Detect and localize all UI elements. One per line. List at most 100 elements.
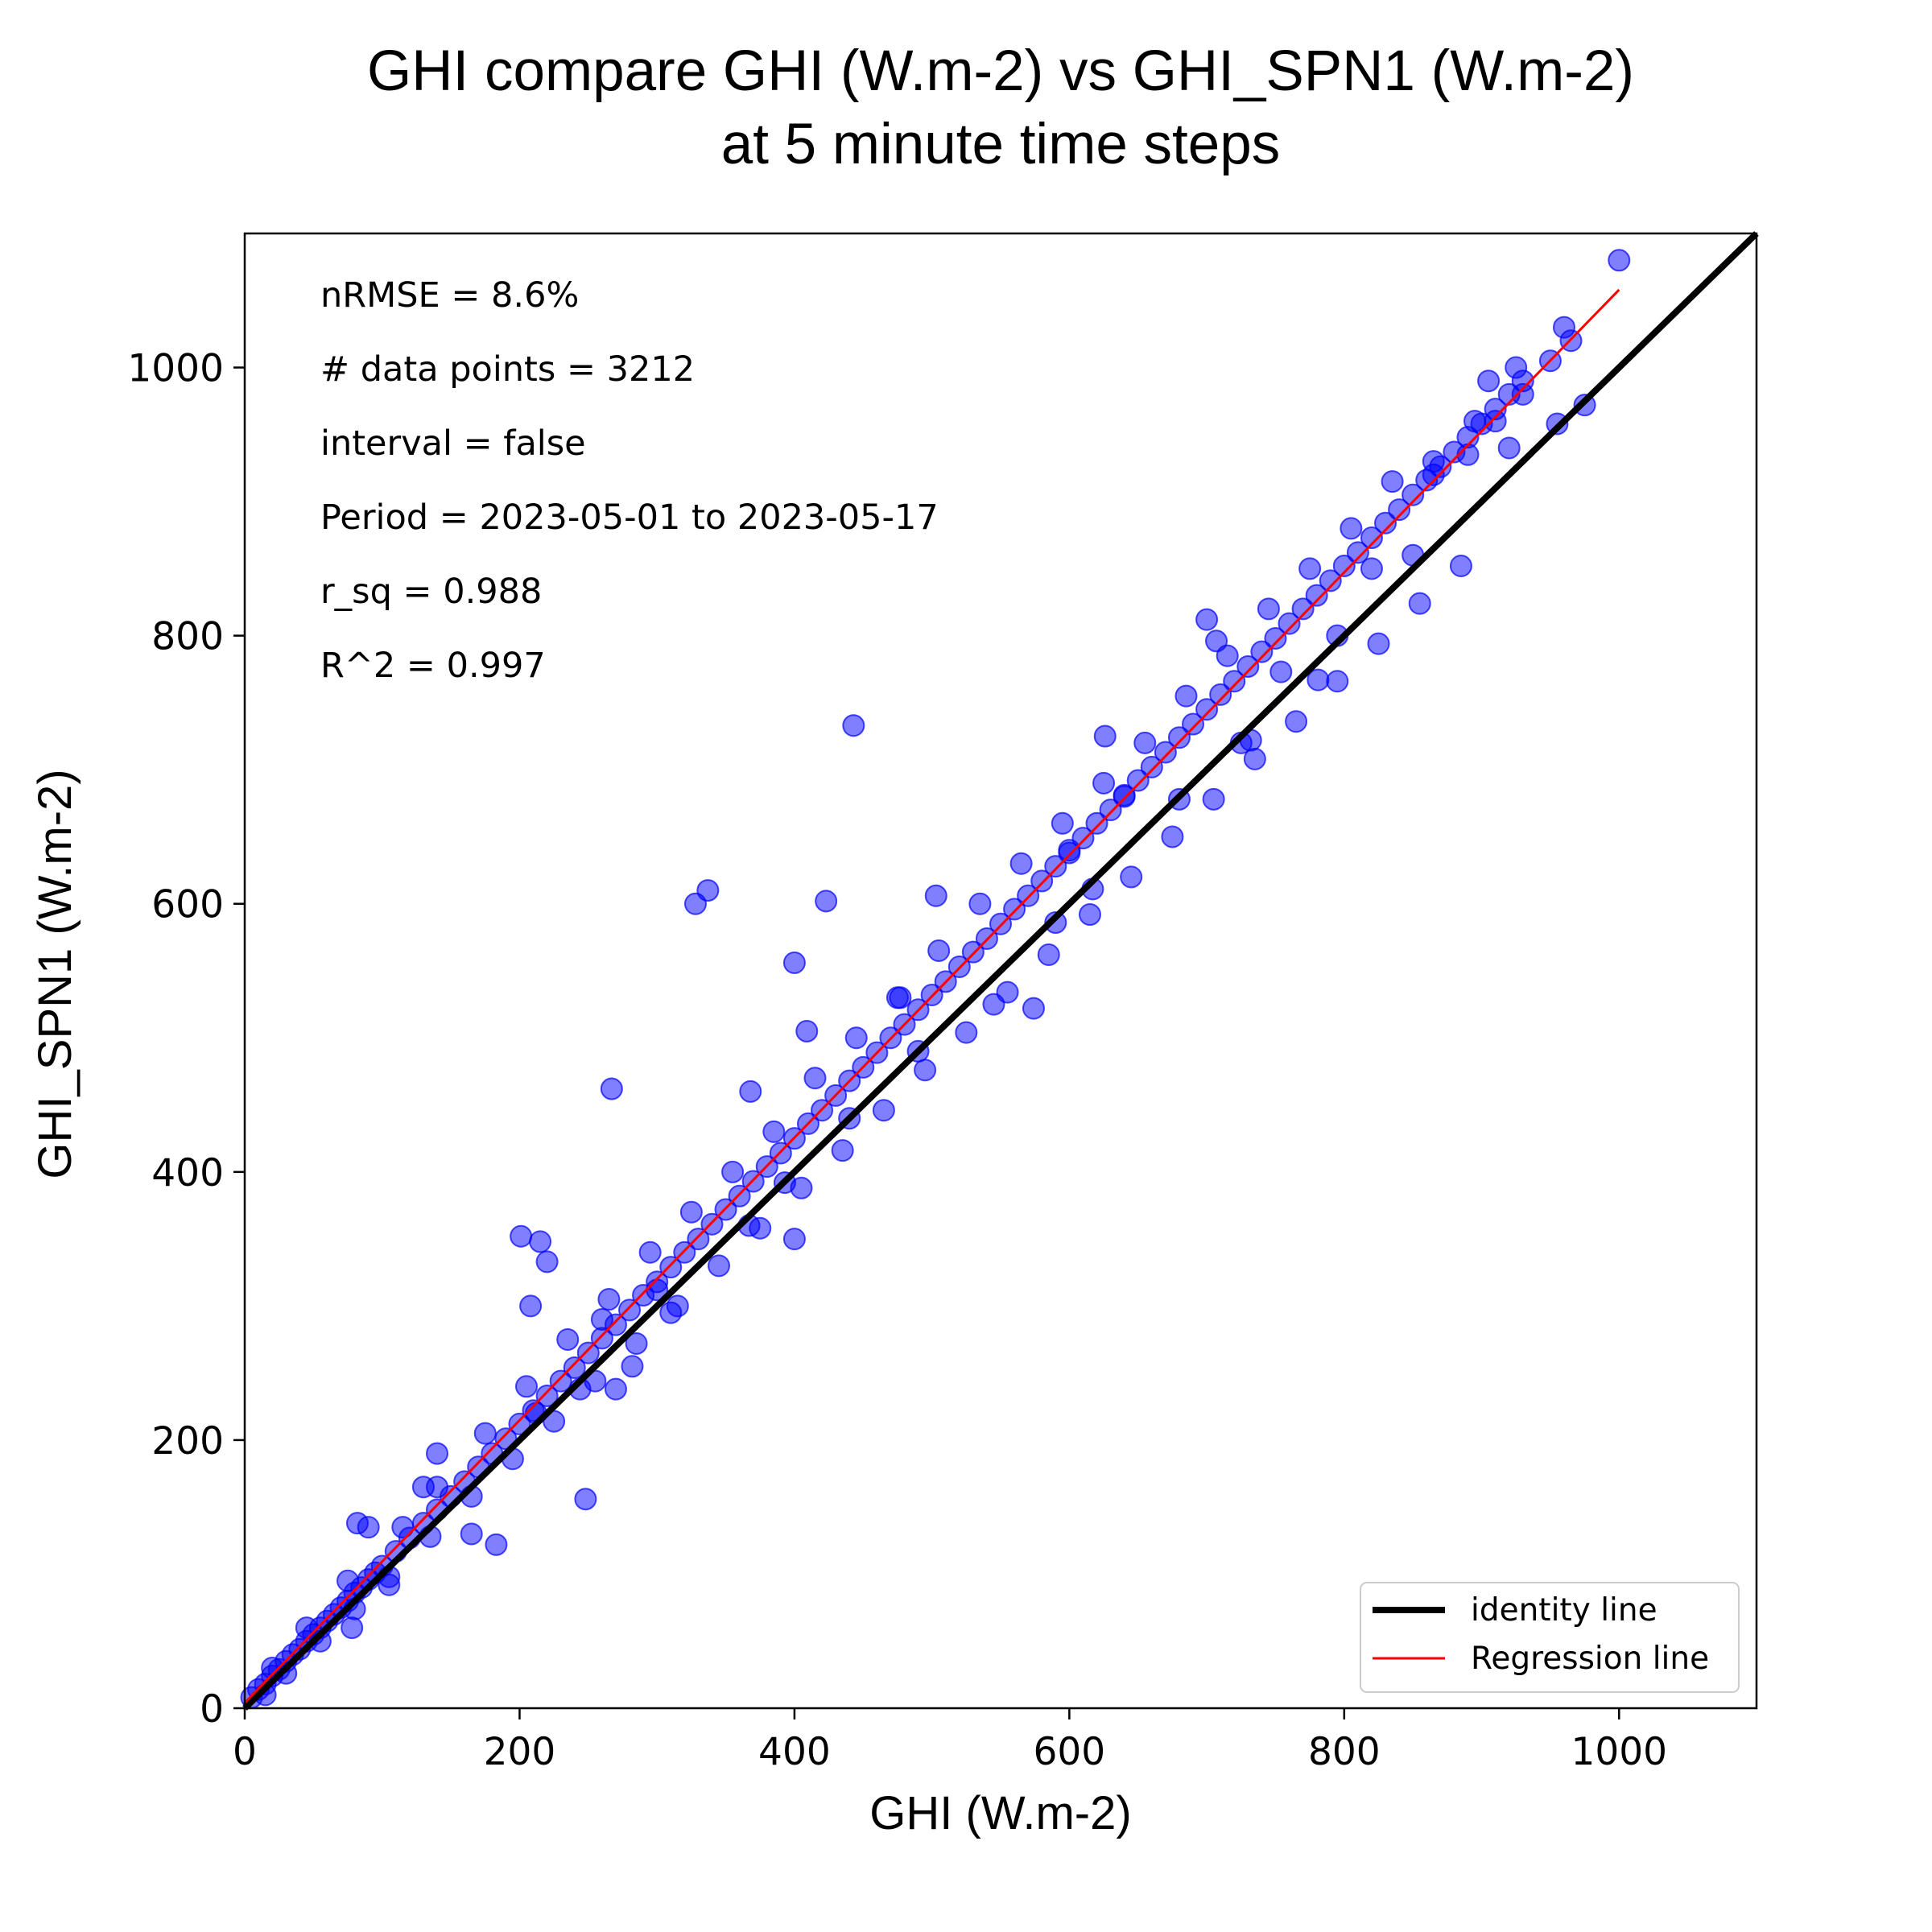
scatter-point: [1205, 630, 1228, 653]
scatter-point: [1078, 903, 1101, 927]
scatter-point: [803, 1067, 827, 1090]
scatter-point: [914, 1059, 937, 1082]
legend-box: [1360, 1582, 1740, 1693]
scatter-point: [1154, 741, 1177, 764]
stats-annotations: nRMSE = 8.6% # data points = 3212 interv…: [320, 275, 939, 686]
scatter-point: [889, 986, 912, 1009]
annotation-r2: R^2 = 0.997: [320, 646, 546, 686]
scatter-point: [1326, 670, 1349, 693]
plot-frame: [243, 232, 1758, 1710]
scatter-point: [1484, 410, 1507, 433]
y-tick-label: 600: [151, 883, 224, 927]
scatter-point: [1161, 825, 1184, 848]
series-lines: [242, 231, 1759, 1711]
scatter-point: [519, 1294, 543, 1318]
annotation-period: Period = 2023-05-01 to 2023-05-17: [320, 497, 939, 538]
scatter-point: [508, 1412, 531, 1435]
scatter-point: [1305, 584, 1328, 607]
scatter-point: [1133, 731, 1157, 754]
scatter-point: [618, 1298, 642, 1322]
scatter-point: [1360, 526, 1383, 550]
scatter-point: [1381, 470, 1404, 493]
scatter-point: [1113, 785, 1136, 808]
scatter-point: [1037, 943, 1060, 967]
scatter-point: [1497, 436, 1521, 460]
scatter-point: [1463, 410, 1487, 433]
scatter-point: [1511, 382, 1534, 406]
scatter-point: [460, 1522, 483, 1546]
scatter-point: [1449, 555, 1472, 578]
scatter-point: [1009, 852, 1033, 875]
scatter-point: [1202, 787, 1225, 811]
scatter-point: [1388, 498, 1411, 522]
scatter-point: [1003, 898, 1026, 921]
scatter-point: [739, 1080, 762, 1103]
y-tick-label: 800: [151, 615, 224, 659]
scatter-point: [1182, 712, 1205, 736]
scatter-point: [1236, 654, 1260, 678]
scatter-point: [514, 1375, 538, 1398]
scatter-point: [1195, 608, 1219, 631]
scatter-point: [842, 714, 865, 737]
scatter-point: [597, 1288, 621, 1311]
scatter-point: [1477, 369, 1501, 393]
scatter-point: [1195, 698, 1219, 721]
scatter-point: [679, 1200, 703, 1224]
chart-title-line-1: GHI compare GHI (W.m-2) vs GHI_SPN1 (W.m…: [367, 39, 1634, 103]
scatter-point: [1505, 356, 1528, 379]
scatter-point: [1120, 865, 1143, 889]
scatter-point: [1223, 670, 1246, 693]
scatter-point: [1044, 855, 1067, 878]
scatter-point: [1099, 799, 1122, 822]
scatter-point: [782, 1228, 806, 1251]
scatter-point: [782, 952, 806, 975]
scatter-point: [1285, 710, 1308, 733]
scatter-point: [1092, 771, 1116, 795]
scatter-point: [1044, 911, 1067, 935]
scatter-point: [1174, 684, 1198, 708]
legend: identity line Regression line: [1360, 1582, 1740, 1693]
scatter-point: [1332, 555, 1356, 578]
scatter-point: [1257, 597, 1280, 621]
x-tick-label: 200: [484, 1730, 556, 1774]
y-tick-label: 400: [151, 1151, 224, 1195]
scatter-point: [831, 1139, 854, 1162]
scatter-point: [341, 1616, 364, 1640]
annotation-data-points: # data points = 3212: [320, 349, 695, 390]
scatter-point: [1278, 612, 1301, 635]
x-tick-label: 800: [1308, 1730, 1381, 1774]
scatter-point: [721, 1160, 745, 1183]
scatter-point: [426, 1442, 449, 1465]
scatter-point: [1051, 811, 1074, 835]
scatter-point: [982, 993, 1005, 1016]
scatter-point: [1250, 640, 1274, 663]
scatter-point: [473, 1422, 497, 1445]
x-tick-label: 0: [233, 1730, 257, 1774]
y-tick-label: 200: [151, 1419, 224, 1463]
scatter-point: [927, 939, 951, 963]
scatter-point: [708, 1254, 731, 1278]
regression-line: [243, 288, 1620, 1704]
scatter-point: [510, 1224, 533, 1248]
annotation-nrmse: nRMSE = 8.6%: [320, 275, 579, 316]
scatter-point: [1374, 511, 1397, 535]
scatter-point: [683, 892, 707, 915]
scatter-point: [604, 1377, 627, 1401]
identity-line: [242, 231, 1759, 1711]
scatter-point: [600, 1077, 623, 1100]
scatter-point: [1456, 443, 1480, 466]
scatter-point: [336, 1569, 360, 1592]
scatter-point: [576, 1341, 600, 1364]
scatter-point: [485, 1533, 508, 1556]
scatter-point: [1340, 517, 1363, 540]
scatter-point: [549, 1369, 572, 1393]
scatter-point: [1608, 249, 1631, 272]
scatter-point: [968, 892, 992, 915]
scatter-point: [563, 1356, 586, 1379]
scatter-point: [955, 1021, 978, 1044]
scatter-point: [1264, 626, 1287, 650]
scatter-point: [1291, 597, 1315, 621]
scatter-point: [1140, 755, 1163, 778]
scatter-point: [687, 1228, 710, 1251]
